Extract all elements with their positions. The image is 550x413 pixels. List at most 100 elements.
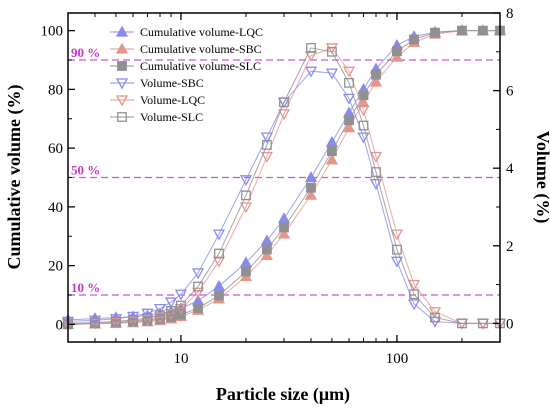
- data-point-triangle-up: [260, 249, 274, 260]
- data-point-square: [344, 77, 354, 88]
- y2-tick-label: 4: [506, 161, 514, 177]
- data-point-triangle-down: [342, 66, 356, 78]
- y2-tick-label: 2: [506, 239, 514, 255]
- series-layer: [61, 24, 507, 330]
- data-point-square: [430, 27, 440, 38]
- data-point-square: [90, 317, 100, 328]
- x-tick-label: 100: [386, 351, 409, 367]
- data-point-square: [117, 61, 127, 71]
- data-point-triangle-up: [115, 25, 129, 37]
- data-point-triangle-down: [239, 202, 253, 214]
- y2-tick-label: 8: [506, 6, 514, 22]
- legend-label: Volume-SLC: [140, 110, 203, 124]
- data-point-square: [457, 25, 467, 36]
- data-point-triangle-down: [88, 318, 102, 330]
- data-point-square: [371, 167, 381, 177]
- data-point-square: [279, 222, 289, 233]
- data-point-triangle-down: [239, 175, 253, 187]
- data-point-triangle-down: [407, 299, 421, 311]
- data-point-triangle-down: [191, 287, 205, 299]
- legend-item: Volume-LQC: [110, 93, 205, 107]
- data-point-square: [392, 244, 402, 255]
- data-point-triangle-down: [325, 68, 339, 80]
- axis-ticks: 10 100 0 20 40 60 80 100 0 2 4 6 8: [41, 6, 515, 367]
- legend-item: Cumulative volume-LQC: [110, 25, 263, 39]
- legend-label: Cumulative volume-LQC: [140, 25, 263, 39]
- reference-lines: 90 % 50 % 10 %: [68, 45, 500, 296]
- data-point-square: [261, 244, 272, 255]
- data-point-square: [193, 281, 203, 292]
- data-point-triangle-down: [109, 314, 123, 326]
- data-point-triangle-down: [325, 43, 339, 55]
- data-point-square: [117, 112, 127, 122]
- data-point-triangle-down: [369, 179, 383, 191]
- data-point-square: [193, 303, 203, 314]
- data-point-triangle-down: [304, 66, 318, 78]
- data-point-square: [261, 140, 272, 150]
- data-point-triangle-down: [191, 268, 205, 280]
- data-point-square: [358, 90, 369, 101]
- data-point-triangle-down: [277, 109, 291, 121]
- data-point-triangle-down: [428, 307, 442, 319]
- data-point-triangle-down: [390, 229, 404, 241]
- x-axis-title: Particle size (μm): [216, 384, 350, 405]
- data-point-square: [166, 306, 176, 316]
- data-point-triangle-up: [260, 234, 274, 246]
- data-point-triangle-up: [304, 171, 318, 183]
- series-6: [63, 43, 505, 329]
- data-point-triangle-down: [164, 309, 178, 321]
- data-point-triangle-down: [174, 289, 188, 301]
- data-point-square: [214, 248, 224, 259]
- data-point-triangle-up: [325, 153, 339, 165]
- data-point-square: [358, 120, 369, 131]
- data-point-triangle-down: [407, 279, 421, 291]
- y-tick-label: 80: [48, 82, 63, 98]
- legend: Cumulative volume-LQC Cumulative volume-S…: [110, 25, 263, 124]
- data-point-square: [241, 266, 251, 277]
- legend-label: Volume-LQC: [140, 93, 205, 107]
- data-point-triangle-up: [369, 75, 383, 87]
- y2-tick-label: 6: [506, 84, 514, 100]
- data-point-triangle-up: [115, 42, 129, 54]
- reference-line-label: 90 %: [71, 45, 100, 60]
- data-point-triangle-down: [164, 297, 178, 309]
- data-point-square: [477, 318, 488, 329]
- data-point-square: [327, 46, 337, 57]
- series-line: [67, 70, 500, 324]
- y2-tick-label: 0: [506, 316, 514, 332]
- y-tick-label: 60: [48, 141, 63, 157]
- data-point-square: [371, 69, 381, 80]
- legend-label: Cumulative volume-SBC: [140, 42, 262, 56]
- reference-line-label: 50 %: [71, 163, 100, 178]
- data-point-triangle-up: [342, 121, 356, 133]
- data-point-triangle-up: [390, 50, 404, 62]
- x-tick-label: 10: [173, 351, 188, 367]
- data-point-square: [279, 97, 289, 108]
- series-line: [67, 47, 500, 324]
- data-point-triangle-down: [126, 316, 140, 328]
- data-point-triangle-up: [304, 188, 318, 200]
- data-point-square: [477, 25, 488, 36]
- data-point-square: [166, 312, 176, 322]
- legend-item: Cumulative volume-SBC: [110, 42, 262, 56]
- data-point-triangle-down: [260, 151, 274, 163]
- legend-label: Volume-SBC: [140, 76, 204, 90]
- data-point-triangle-up: [277, 227, 291, 239]
- data-point-triangle-down: [153, 303, 167, 315]
- data-point-square: [214, 290, 224, 301]
- data-point-triangle-down: [357, 105, 370, 117]
- data-point-triangle-down: [109, 317, 123, 329]
- y-axis-title: Cumulative volume (%): [4, 85, 25, 270]
- data-point-triangle-down: [115, 78, 129, 90]
- data-point-triangle-down: [141, 314, 154, 326]
- y-tick-label: 20: [48, 259, 63, 275]
- data-point-triangle-down: [390, 256, 404, 268]
- data-point-square: [176, 300, 186, 311]
- data-point-square: [306, 43, 316, 53]
- data-point-square: [241, 190, 251, 201]
- data-point-square: [409, 289, 419, 300]
- legend-item: Volume-SBC: [110, 76, 204, 90]
- data-point-triangle-down: [212, 229, 226, 241]
- y2-axis-title: Volume (%): [532, 131, 550, 224]
